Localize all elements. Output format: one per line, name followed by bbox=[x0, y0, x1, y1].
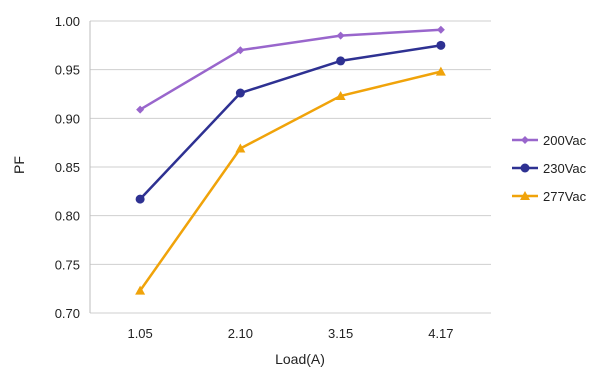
data-point bbox=[235, 88, 245, 98]
legend-label: 277Vac bbox=[543, 189, 587, 204]
data-point bbox=[336, 56, 346, 66]
data-point bbox=[236, 46, 245, 55]
legend-marker bbox=[520, 191, 530, 200]
data-point bbox=[235, 143, 246, 153]
legend: 200Vac 230Vac 277Vac bbox=[512, 133, 587, 204]
x-tick-label: 3.15 bbox=[328, 326, 353, 341]
data-point bbox=[435, 66, 446, 76]
x-tick-label: 4.17 bbox=[428, 326, 453, 341]
x-axis-ticks: 1.05 2.10 3.15 4.17 bbox=[127, 326, 453, 341]
series-line bbox=[139, 28, 441, 111]
y-tick-label: 0.85 bbox=[55, 160, 80, 175]
series-200Vac bbox=[136, 25, 445, 114]
series-line bbox=[139, 70, 442, 292]
data-point bbox=[335, 90, 346, 100]
data-point bbox=[336, 31, 345, 40]
y-tick-label: 1.00 bbox=[55, 14, 80, 29]
x-tick-label: 2.10 bbox=[228, 326, 253, 341]
data-point bbox=[136, 105, 145, 114]
data-point bbox=[436, 25, 445, 34]
grid-lines bbox=[89, 20, 491, 314]
legend-item-200Vac: 200Vac bbox=[512, 133, 587, 148]
y-axis-ticks: 0.70 0.75 0.80 0.85 0.90 0.95 1.00 bbox=[55, 14, 80, 321]
y-tick-label: 0.90 bbox=[55, 111, 80, 126]
series-277Vac bbox=[135, 66, 446, 295]
x-axis-label: Load(A) bbox=[275, 351, 325, 367]
legend-marker bbox=[520, 163, 530, 173]
legend-item-277Vac: 277Vac bbox=[512, 189, 587, 204]
data-point bbox=[135, 194, 145, 204]
y-tick-label: 0.95 bbox=[55, 63, 80, 78]
data-point bbox=[135, 285, 146, 295]
y-tick-label: 0.70 bbox=[55, 306, 80, 321]
x-tick-label: 1.05 bbox=[127, 326, 152, 341]
y-tick-label: 0.80 bbox=[55, 209, 80, 224]
legend-label: 200Vac bbox=[543, 133, 587, 148]
legend-label: 230Vac bbox=[543, 161, 587, 176]
series-line bbox=[139, 44, 442, 200]
y-tick-label: 0.75 bbox=[55, 257, 80, 272]
series-230Vac bbox=[135, 40, 446, 204]
data-point bbox=[436, 40, 446, 50]
legend-marker bbox=[521, 136, 529, 144]
legend-item-230Vac: 230Vac bbox=[512, 161, 587, 176]
series-group bbox=[135, 25, 446, 295]
y-axis-label: PF bbox=[11, 156, 27, 174]
